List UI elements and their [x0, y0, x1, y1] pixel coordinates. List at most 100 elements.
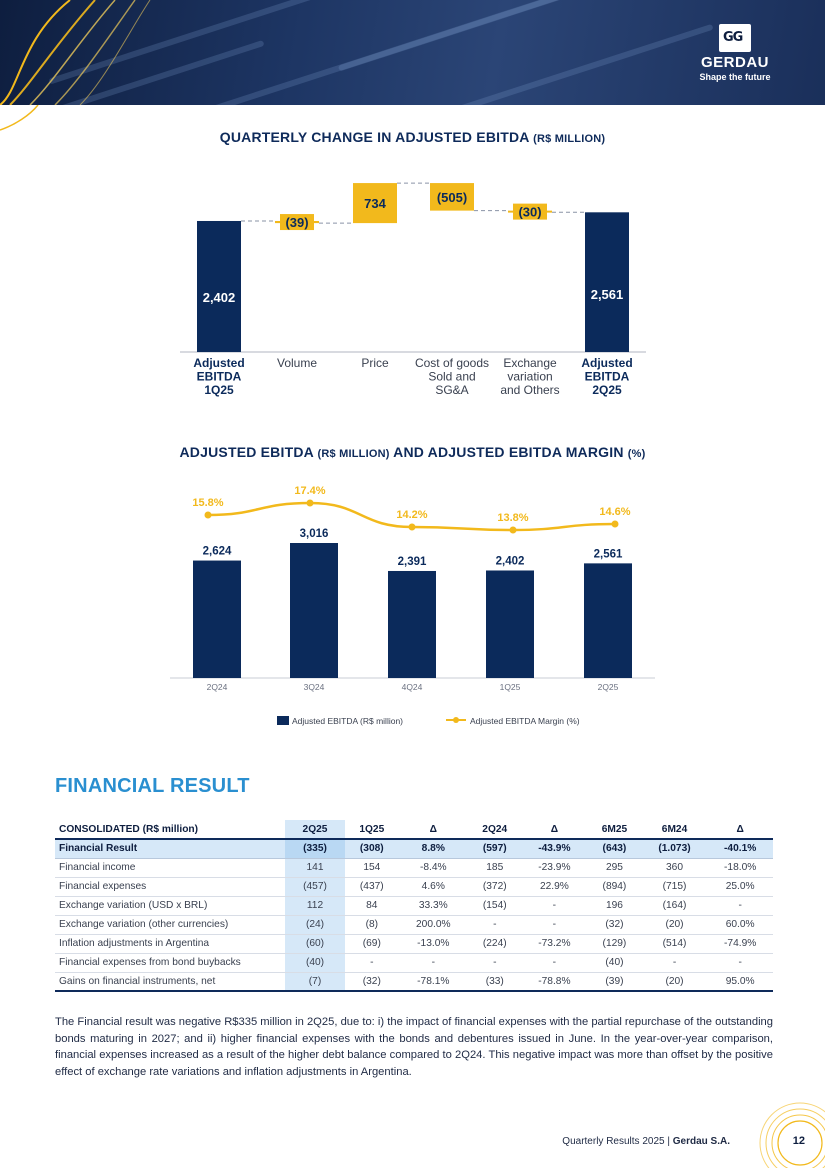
- table-cell: 60.0%: [707, 915, 773, 935]
- table-cell: (20): [641, 915, 708, 935]
- table-cell: (715): [641, 877, 708, 897]
- table-cell: 4.6%: [398, 877, 468, 897]
- table-cell: 112: [285, 896, 345, 916]
- table-cell: (457): [285, 877, 345, 897]
- waterfall-category-label: Adjusted: [193, 356, 244, 370]
- table-row: Financial expenses (457) (437) 4.6% (372) 22.…: [55, 877, 773, 897]
- table-cell: (164): [641, 896, 708, 916]
- waterfall-category-label: Price: [361, 356, 389, 370]
- waterfall-category-label: 1Q25: [204, 383, 234, 397]
- waterfall-bar: [430, 183, 474, 211]
- table-cell: 22.9%: [521, 877, 588, 897]
- ebitda-bar: [388, 570, 436, 678]
- waterfall-value-label: (30): [518, 205, 541, 220]
- footer-gold-swirl: [759, 1102, 825, 1168]
- table-cell: -40.1%: [707, 839, 773, 859]
- table-cell: (514): [641, 934, 708, 954]
- table-cell: 185: [467, 858, 522, 878]
- waterfall-category-label: Adjusted: [581, 356, 632, 370]
- table-cell: (224): [467, 934, 522, 954]
- legend-label-ebitda: Adjusted EBITDA (R$ million): [292, 716, 403, 726]
- financial-result-table: CONSOLIDATED (R$ million) 2Q25 1Q25 Δ 2Q…: [55, 820, 773, 992]
- margin-point: [611, 520, 619, 528]
- table-cell: -: [467, 915, 522, 935]
- table-cell: 8.8%: [398, 839, 468, 859]
- table-cell: 154: [345, 858, 399, 878]
- col-header: 6M25: [587, 820, 642, 840]
- ebitda-bar-label: 2,624: [203, 546, 232, 558]
- ebitda-bar: [290, 543, 338, 678]
- table-cell: -: [521, 915, 588, 935]
- margin-label: 17.4%: [294, 485, 325, 497]
- legend-swatch-ebitda: [277, 716, 289, 725]
- table-cell: (24): [285, 915, 345, 935]
- chart2-title: ADJUSTED EBITDA (R$ MILLION) AND ADJUSTE…: [179, 444, 646, 460]
- waterfall-category-label: Cost of goods: [415, 356, 489, 370]
- row-label: Financial expenses: [55, 877, 285, 897]
- table-cell: (372): [467, 877, 522, 897]
- ebitda-bar-label: 2,402: [496, 555, 525, 567]
- col-header: CONSOLIDATED (R$ million): [55, 820, 285, 840]
- gold-swirl-tail: [0, 105, 39, 131]
- table-cell: -74.9%: [707, 934, 773, 954]
- gerdau-logo: GG GERDAU Shape the future: [695, 24, 775, 82]
- margin-label: 14.2%: [396, 509, 427, 521]
- quarter-tick-label: 3Q24: [304, 682, 325, 692]
- table-cell: (40): [587, 953, 642, 973]
- table-header-row: CONSOLIDATED (R$ million) 2Q25 1Q25 Δ 2Q…: [55, 820, 773, 840]
- table-cell: (32): [345, 972, 399, 992]
- table-cell: (437): [345, 877, 399, 897]
- table-cell: (129): [587, 934, 642, 954]
- footer-text: Quarterly Results 2025 | Gerdau S.A.: [562, 1136, 730, 1147]
- waterfall-category-label: 2Q25: [592, 383, 622, 397]
- table-cell: -: [467, 953, 522, 973]
- table-cell: -73.2%: [521, 934, 588, 954]
- margin-point: [204, 511, 212, 519]
- ebitda-bar: [584, 563, 632, 678]
- table-cell: 360: [641, 858, 708, 878]
- margin-label: 15.8%: [192, 497, 223, 509]
- margin-point: [306, 499, 314, 507]
- table-cell: -43.9%: [521, 839, 588, 859]
- chart1-title: QUARTERLY CHANGE IN ADJUSTED EBITDA (R$ …: [219, 129, 606, 145]
- waterfall-bar: [353, 183, 397, 224]
- waterfall-value-label: 734: [364, 196, 386, 211]
- table-cell: -: [707, 896, 773, 916]
- table-cell: (39): [587, 972, 642, 992]
- table-cell: -78.1%: [398, 972, 468, 992]
- table-row: Exchange variation (USD x BRL) 112 84 33.3%…: [55, 896, 773, 916]
- waterfall-category-label: variation: [507, 370, 552, 384]
- table-cell: -13.0%: [398, 934, 468, 954]
- brand-name: GERDAU: [700, 54, 769, 71]
- col-header: 6M24: [641, 820, 708, 840]
- quarter-tick-label: 2Q25: [598, 682, 619, 692]
- waterfall-category-label: SG&A: [435, 383, 468, 397]
- margin-label: 13.8%: [497, 512, 528, 524]
- waterfall-value-label: (505): [437, 190, 467, 205]
- waterfall-label-pill: [513, 203, 547, 220]
- quarter-tick-label: 4Q24: [402, 682, 423, 692]
- table-cell: (894): [587, 877, 642, 897]
- col-header: 2Q25: [285, 820, 345, 840]
- waterfall-value-label: 2,402: [203, 290, 236, 305]
- legend-point-margin: [453, 717, 459, 723]
- table-cell: (1.073): [641, 839, 708, 859]
- brand-tagline: Shape the future: [699, 72, 771, 82]
- table-cell: 95.0%: [707, 972, 773, 992]
- table-cell: 25.0%: [707, 877, 773, 897]
- table-row: Gains on financial instruments, net (7) (3…: [55, 972, 773, 992]
- table-cell: -: [707, 953, 773, 973]
- row-label: Exchange variation (USD x BRL): [55, 896, 285, 916]
- table-cell: 200.0%: [398, 915, 468, 935]
- row-label: Exchange variation (other currencies): [55, 915, 285, 935]
- waterfall-value-label: (39): [285, 215, 308, 230]
- waterfall-category-label: EBITDA: [585, 370, 630, 384]
- waterfall-bar: [585, 212, 629, 352]
- ebitda-bar: [486, 570, 534, 678]
- col-header: Δ: [521, 820, 588, 840]
- table-cell: -: [521, 896, 588, 916]
- table-cell: 295: [587, 858, 642, 878]
- waterfall-category-label: EBITDA: [197, 370, 242, 384]
- gold-swirl-graphic: [0, 0, 151, 105]
- ebitda-margin-chart: 2,624 2Q24 3,016 3Q24 2,391 4Q24 2,402 1Q25 2,56…: [170, 485, 655, 726]
